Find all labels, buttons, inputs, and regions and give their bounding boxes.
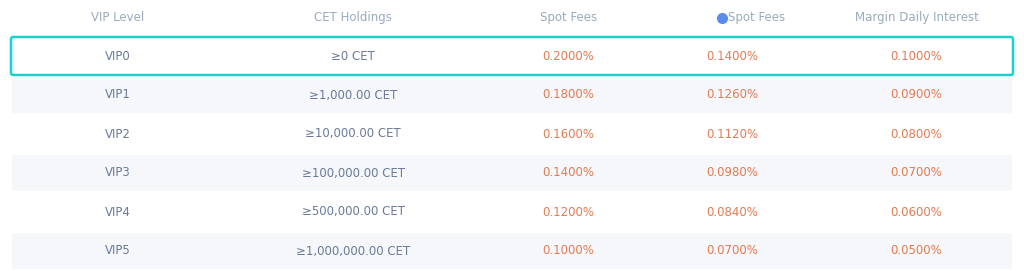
Bar (12, 38, 1012, 74)
Text: 0.1260%: 0.1260% (707, 89, 758, 102)
Text: ≥0 CET: ≥0 CET (332, 50, 375, 63)
Text: Spot Fees: Spot Fees (728, 11, 785, 24)
Text: VIP Level: VIP Level (91, 11, 144, 24)
Text: ≥1,000.00 CET: ≥1,000.00 CET (309, 89, 397, 102)
Text: VIP2: VIP2 (104, 127, 131, 140)
Bar (12, 116, 1012, 152)
Text: 0.0700%: 0.0700% (891, 166, 942, 179)
Text: VIP1: VIP1 (104, 89, 131, 102)
Text: ≥100,000.00 CET: ≥100,000.00 CET (302, 166, 404, 179)
Text: 0.1600%: 0.1600% (543, 127, 594, 140)
Text: 0.0600%: 0.0600% (891, 205, 942, 218)
Text: 0.0980%: 0.0980% (707, 166, 758, 179)
Text: ≥500,000.00 CET: ≥500,000.00 CET (302, 205, 404, 218)
Text: 0.1800%: 0.1800% (543, 89, 594, 102)
Text: Spot Fees: Spot Fees (540, 11, 597, 24)
Text: VIP4: VIP4 (104, 205, 131, 218)
Text: 0.1200%: 0.1200% (543, 205, 594, 218)
Text: 0.2000%: 0.2000% (543, 50, 594, 63)
Text: 0.1000%: 0.1000% (543, 244, 594, 257)
Bar (12, 233, 1012, 269)
Text: 0.1120%: 0.1120% (707, 127, 758, 140)
Text: 0.0800%: 0.0800% (891, 127, 942, 140)
Text: 0.1400%: 0.1400% (707, 50, 758, 63)
Text: VIP0: VIP0 (104, 50, 131, 63)
Text: ≥10,000.00 CET: ≥10,000.00 CET (305, 127, 401, 140)
Text: Margin Daily Interest: Margin Daily Interest (855, 11, 978, 24)
Text: 0.0500%: 0.0500% (891, 244, 942, 257)
Bar (12, 194, 1012, 230)
Text: 0.1000%: 0.1000% (891, 50, 942, 63)
Text: VIP5: VIP5 (104, 244, 131, 257)
Text: 0.0900%: 0.0900% (891, 89, 942, 102)
Text: 0.0700%: 0.0700% (707, 244, 758, 257)
Bar (12, 77, 1012, 113)
Text: 0.1400%: 0.1400% (543, 166, 594, 179)
Text: CET Holdings: CET Holdings (314, 11, 392, 24)
Text: 0.0840%: 0.0840% (707, 205, 758, 218)
Text: VIP3: VIP3 (104, 166, 131, 179)
Bar (12, 0, 1012, 35)
Text: ≥1,000,000.00 CET: ≥1,000,000.00 CET (296, 244, 411, 257)
Bar (12, 155, 1012, 191)
